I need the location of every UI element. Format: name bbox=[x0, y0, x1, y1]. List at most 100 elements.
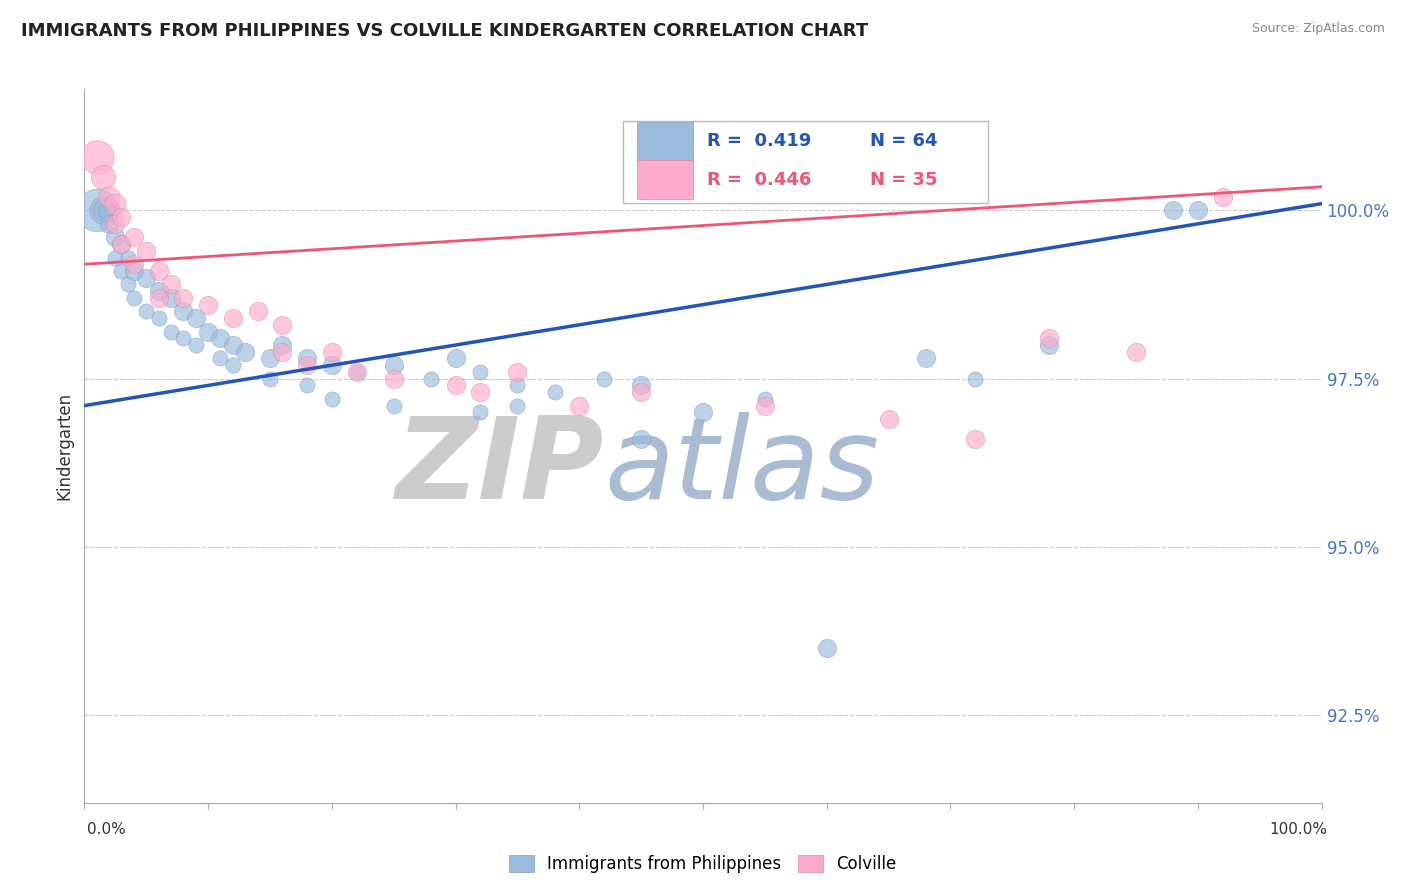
Point bbox=[914, 351, 936, 366]
Point bbox=[321, 358, 343, 372]
Point bbox=[117, 277, 139, 292]
Point bbox=[148, 284, 170, 298]
Point bbox=[172, 331, 194, 345]
Point bbox=[965, 432, 987, 446]
Point bbox=[382, 358, 405, 372]
Point bbox=[222, 358, 245, 372]
Point bbox=[197, 325, 219, 339]
Point bbox=[295, 358, 318, 372]
Point bbox=[259, 372, 281, 386]
Text: atlas: atlas bbox=[605, 412, 879, 523]
Point bbox=[197, 298, 219, 312]
Point bbox=[135, 244, 157, 258]
Point bbox=[295, 351, 318, 366]
Point bbox=[346, 365, 368, 379]
Point bbox=[506, 399, 529, 413]
Legend: Immigrants from Philippines, Colville: Immigrants from Philippines, Colville bbox=[502, 848, 904, 880]
Point bbox=[271, 318, 294, 332]
Point bbox=[148, 264, 170, 278]
Point bbox=[209, 331, 232, 345]
Point bbox=[104, 217, 127, 231]
Point bbox=[630, 385, 652, 400]
Text: IMMIGRANTS FROM PHILIPPINES VS COLVILLE KINDERGARTEN CORRELATION CHART: IMMIGRANTS FROM PHILIPPINES VS COLVILLE … bbox=[21, 22, 869, 40]
Point bbox=[104, 196, 127, 211]
Point bbox=[259, 351, 281, 366]
Point bbox=[91, 203, 114, 218]
Text: ZIP: ZIP bbox=[395, 412, 605, 523]
Point bbox=[382, 399, 405, 413]
Point bbox=[117, 251, 139, 265]
Point bbox=[110, 210, 132, 224]
Point bbox=[1187, 203, 1209, 218]
Point bbox=[543, 385, 565, 400]
Point bbox=[104, 230, 127, 244]
Point bbox=[271, 344, 294, 359]
Text: N = 64: N = 64 bbox=[870, 132, 938, 150]
Text: R =  0.419: R = 0.419 bbox=[707, 132, 811, 150]
Point bbox=[91, 203, 114, 218]
Point bbox=[160, 325, 183, 339]
Bar bbox=[637, 161, 693, 200]
Point bbox=[246, 304, 269, 318]
Point bbox=[506, 378, 529, 392]
Point bbox=[135, 270, 157, 285]
Point bbox=[1038, 331, 1060, 345]
Point bbox=[148, 291, 170, 305]
Text: 0.0%: 0.0% bbox=[87, 822, 127, 837]
Point bbox=[172, 304, 194, 318]
Point bbox=[568, 399, 591, 413]
Point bbox=[184, 311, 207, 326]
Point bbox=[98, 190, 121, 204]
Point bbox=[86, 203, 108, 218]
Point bbox=[815, 640, 838, 655]
Point bbox=[110, 237, 132, 252]
Point bbox=[110, 264, 132, 278]
Text: Source: ZipAtlas.com: Source: ZipAtlas.com bbox=[1251, 22, 1385, 36]
Point bbox=[160, 277, 183, 292]
Point bbox=[295, 378, 318, 392]
Point bbox=[754, 399, 776, 413]
Point bbox=[346, 365, 368, 379]
Point bbox=[122, 257, 145, 271]
Point bbox=[98, 203, 121, 218]
Point bbox=[222, 338, 245, 352]
Point bbox=[172, 291, 194, 305]
Point bbox=[444, 378, 467, 392]
Point bbox=[444, 351, 467, 366]
Point bbox=[1125, 344, 1147, 359]
Text: N = 35: N = 35 bbox=[870, 171, 938, 189]
Point bbox=[91, 169, 114, 184]
Point bbox=[148, 311, 170, 326]
Point bbox=[382, 372, 405, 386]
Point bbox=[110, 237, 132, 252]
Point bbox=[233, 344, 256, 359]
Point bbox=[470, 365, 492, 379]
Point bbox=[419, 372, 441, 386]
Point bbox=[593, 372, 616, 386]
Point bbox=[98, 217, 121, 231]
Text: R =  0.446: R = 0.446 bbox=[707, 171, 811, 189]
Point bbox=[321, 392, 343, 406]
Point bbox=[1161, 203, 1184, 218]
Y-axis label: Kindergarten: Kindergarten bbox=[55, 392, 73, 500]
Point bbox=[630, 378, 652, 392]
Point bbox=[222, 311, 245, 326]
Point bbox=[135, 304, 157, 318]
Point bbox=[86, 149, 108, 163]
Point bbox=[1038, 338, 1060, 352]
Point bbox=[754, 392, 776, 406]
Point bbox=[692, 405, 714, 419]
Point bbox=[271, 338, 294, 352]
Text: 100.0%: 100.0% bbox=[1270, 822, 1327, 837]
Point bbox=[122, 291, 145, 305]
Point bbox=[184, 338, 207, 352]
Point bbox=[470, 385, 492, 400]
Point bbox=[122, 264, 145, 278]
Point bbox=[630, 432, 652, 446]
Point bbox=[160, 291, 183, 305]
Point bbox=[122, 230, 145, 244]
Point bbox=[209, 351, 232, 366]
Point bbox=[104, 251, 127, 265]
Point bbox=[470, 405, 492, 419]
Bar bbox=[637, 121, 693, 161]
